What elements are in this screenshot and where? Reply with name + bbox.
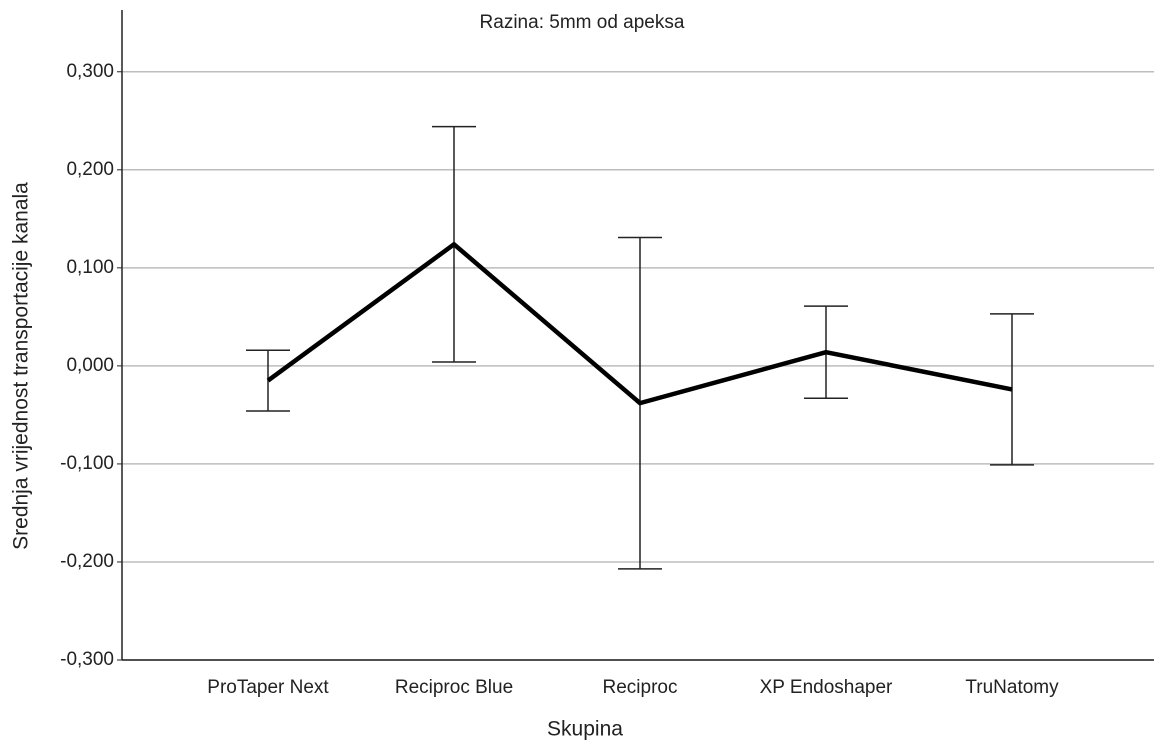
y-tick-label: -0,300 [60,649,114,670]
x-tick-label: ProTaper Next [207,677,329,698]
line-series [266,242,1013,406]
x-axis-label: Skupina [547,718,623,741]
x-tick-label: XP Endoshaper [760,677,893,698]
y-axis-label: Srednja vrijednost transportacije kanala [10,182,33,550]
y-tick-label: -0,100 [60,453,114,474]
y-tick-label: 0,300 [66,61,114,82]
y-tick-label: 0,000 [66,355,114,376]
y-tick-label: 0,200 [66,159,114,180]
chart-title: Razina: 5mm od apeksa [480,12,685,33]
y-tick-label: 0,100 [66,257,114,278]
x-tick-label: Reciproc Blue [395,677,513,698]
y-tick-label: -0,200 [60,551,114,572]
x-tick-label: TruNatomy [965,677,1059,698]
x-tick-label: Reciproc [603,677,678,698]
